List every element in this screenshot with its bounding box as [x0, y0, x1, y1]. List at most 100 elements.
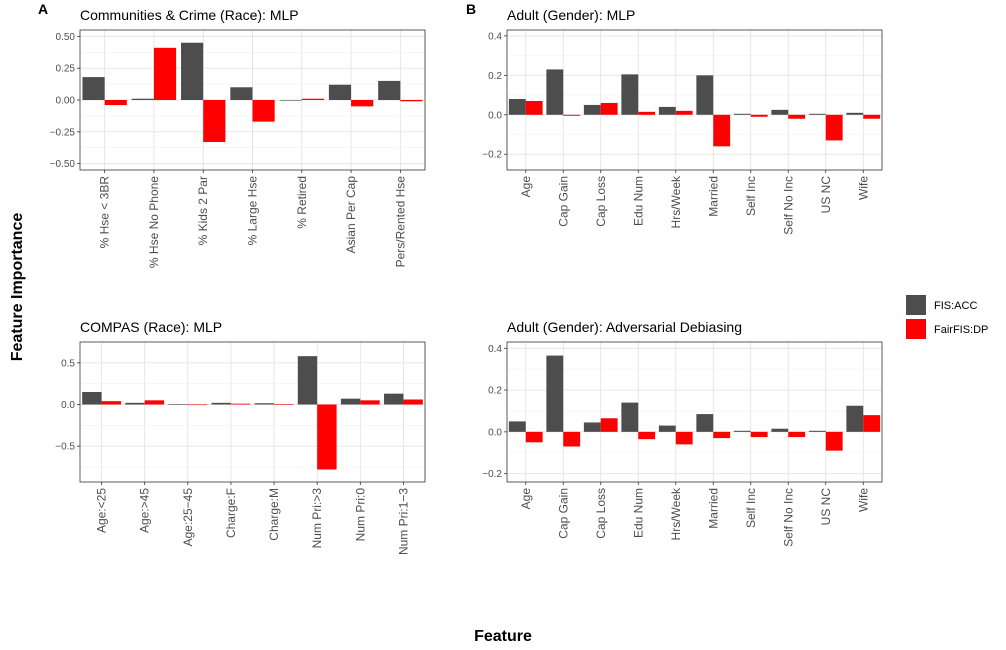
- x-tick-label: Charge:F: [224, 488, 238, 538]
- bar-fis-acc: [378, 80, 401, 100]
- legend-swatch: [906, 295, 926, 315]
- x-tick-label: Num Pri:0: [353, 488, 367, 542]
- bar-fis-acc: [621, 402, 639, 432]
- bar-fis-acc: [808, 430, 826, 432]
- x-tick-label: % Large Hse: [246, 176, 260, 246]
- y-tick-label: 0.0: [488, 427, 502, 438]
- y-tick-label: 0.0: [61, 400, 75, 411]
- bar-fis-acc: [508, 421, 526, 432]
- x-tick-label: % Retired: [295, 176, 309, 229]
- x-tick-label: Self No Inc: [781, 176, 795, 235]
- y-tick-label: 0.4: [488, 344, 502, 355]
- bar-fairfis-dp: [713, 431, 731, 439]
- y-tick-label: −0.25: [50, 127, 76, 138]
- bar-fairfis-dp: [750, 114, 768, 117]
- bar-fis-acc: [328, 84, 352, 100]
- y-tick-label: 0.2: [488, 71, 502, 82]
- bar-fairfis-dp: [252, 100, 275, 122]
- y-tick-label: 0.4: [488, 31, 502, 42]
- bar-fairfis-dp: [351, 100, 374, 107]
- x-tick-label: Cap Gain: [556, 488, 570, 539]
- chart-title: Communities & Crime (Race): MLP: [80, 7, 299, 23]
- bar-fis-acc: [583, 422, 601, 432]
- plot-background: [507, 342, 882, 482]
- bar-fis-acc: [168, 404, 188, 405]
- bar-fis-acc: [696, 414, 714, 432]
- chart-title: COMPAS (Race): MLP: [80, 319, 222, 335]
- x-tick-label: Married: [706, 488, 720, 529]
- x-tick-label: Asian Per Cap: [344, 176, 358, 254]
- bar-fairfis-dp: [144, 400, 165, 405]
- bar-fis-acc: [771, 109, 789, 115]
- plot-border: [506, 29, 883, 171]
- bar-fis-acc: [846, 405, 864, 432]
- x-tick-label: Age: [519, 176, 533, 198]
- bar-fairfis-dp: [274, 404, 294, 405]
- bar-fairfis-dp: [525, 431, 543, 443]
- chart-panel-4: Adult (Gender): Adversarial Debiasing −0.…: [482, 319, 883, 547]
- panel-letter: B: [466, 1, 476, 17]
- y-tick-label: −0.5: [55, 442, 75, 453]
- legend: FIS:ACC FairFIS:DP: [906, 295, 988, 339]
- x-tick-label: Charge:M: [267, 488, 281, 541]
- y-tick-label: −0.50: [50, 159, 76, 170]
- bar-fis-acc: [546, 355, 564, 432]
- bar-fis-acc: [131, 98, 154, 100]
- bar-fairfis-dp: [230, 403, 251, 405]
- legend-label: FIS:ACC: [934, 300, 977, 312]
- bar-fairfis-dp: [675, 431, 693, 445]
- x-tick-label: Hrs/Week: [669, 175, 683, 228]
- y-tick-label: −0.2: [482, 150, 502, 161]
- bar-fis-acc: [279, 100, 302, 101]
- x-tick-label: % Kids 2 Par: [196, 176, 210, 245]
- x-tick-label: Pers/Rented Hse: [393, 176, 407, 268]
- y-tick-label: 0.50: [56, 32, 76, 43]
- x-tick-label: Edu Num: [631, 488, 645, 538]
- x-tick-label: Hrs/Week: [669, 487, 683, 540]
- bar-fairfis-dp: [317, 404, 337, 470]
- y-axis-title: Feature Importance: [9, 213, 26, 362]
- y-tick-label: 0.0: [488, 110, 502, 121]
- bar-fis-acc: [254, 403, 275, 405]
- x-tick-label: Self No Inc: [781, 488, 795, 547]
- x-tick-label: Cap Loss: [594, 488, 608, 539]
- bar-fairfis-dp: [525, 100, 543, 115]
- y-tick-label: −0.2: [482, 469, 502, 480]
- bar-fairfis-dp: [675, 110, 693, 115]
- x-tick-label: Self Inc: [744, 488, 758, 528]
- plot-background: [507, 30, 882, 170]
- bar-fairfis-dp: [863, 415, 881, 432]
- chart-title: Adult (Gender): MLP: [507, 7, 635, 23]
- bar-fairfis-dp: [153, 47, 177, 100]
- bar-fis-acc: [546, 69, 564, 115]
- bar-fairfis-dp: [863, 114, 881, 119]
- bar-fairfis-dp: [638, 431, 656, 440]
- bar-fairfis-dp: [360, 400, 380, 405]
- bar-fis-acc: [658, 106, 676, 115]
- bar-fis-acc: [621, 74, 639, 115]
- bar-fis-acc: [583, 104, 601, 115]
- bar-fairfis-dp: [203, 100, 226, 142]
- bar-fis-acc: [340, 398, 361, 405]
- bar-fis-acc: [82, 392, 102, 405]
- x-tick-label: Cap Loss: [594, 176, 608, 227]
- x-axis-title: Feature: [474, 628, 532, 645]
- bar-fis-acc: [384, 393, 404, 405]
- x-tick-label: Self Inc: [744, 176, 758, 216]
- bar-fairfis-dp: [638, 111, 656, 115]
- x-tick-label: US NC: [819, 176, 833, 214]
- panels: A Communities & Crime (Race): MLP −0.50 −0.…: [38, 1, 883, 555]
- bar-fis-acc: [808, 113, 826, 115]
- x-tick-label: Age:>45: [138, 488, 152, 533]
- bar-fis-acc: [771, 428, 789, 432]
- x-tick-label: Age:25−45: [181, 488, 195, 547]
- bar-fairfis-dp: [101, 401, 121, 405]
- bar-fis-acc: [733, 113, 751, 115]
- x-tick-label: Age:<25: [95, 488, 109, 533]
- chart-panel-1: A Communities & Crime (Race): MLP −0.50 −0.…: [38, 1, 426, 268]
- bar-fairfis-dp: [600, 102, 618, 115]
- y-tick-label: 0.2: [488, 386, 502, 397]
- x-tick-label: Wife: [856, 488, 870, 512]
- bar-fis-acc: [230, 87, 253, 100]
- bar-fairfis-dp: [600, 418, 618, 432]
